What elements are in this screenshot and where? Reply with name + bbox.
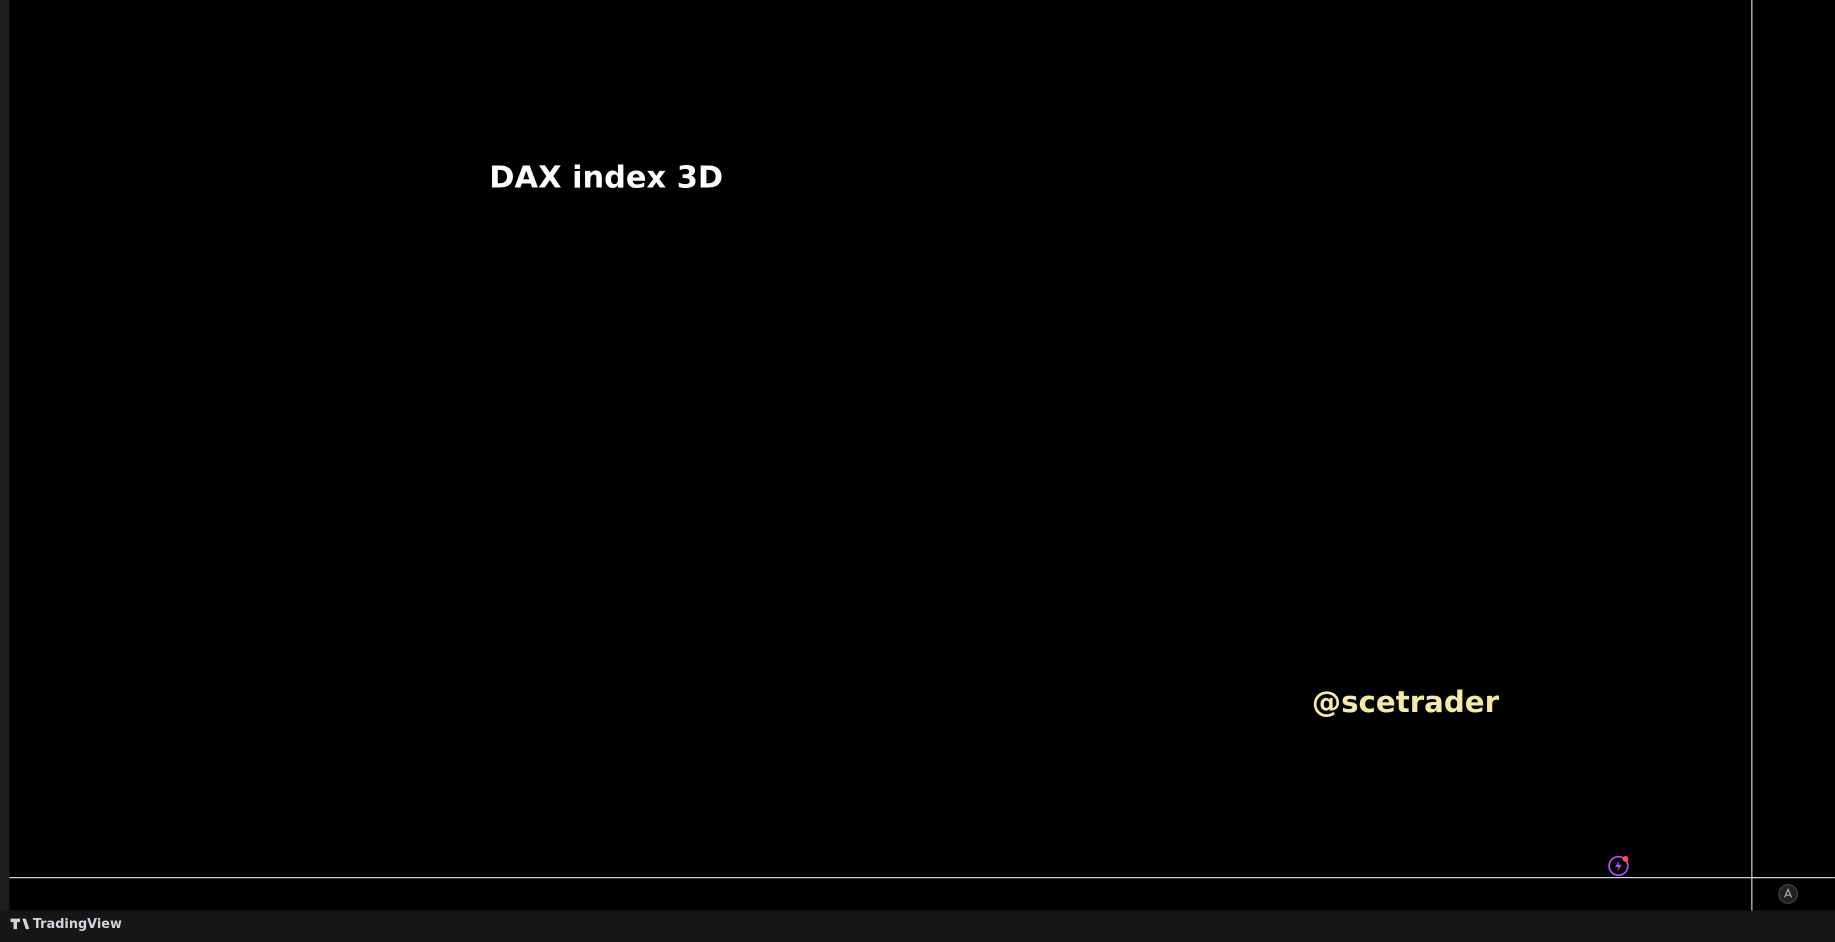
watermark: @scetrader <box>1312 685 1500 719</box>
footer-bar <box>0 910 1835 942</box>
brand: TradingView <box>33 917 122 932</box>
alert-icon[interactable] <box>1608 855 1629 877</box>
tradingview-logo: TradingView <box>10 917 122 932</box>
auto-scale-button[interactable] <box>1778 884 1799 904</box>
chart-title: DAX index 3D <box>489 161 723 196</box>
left-edge <box>0 0 10 911</box>
